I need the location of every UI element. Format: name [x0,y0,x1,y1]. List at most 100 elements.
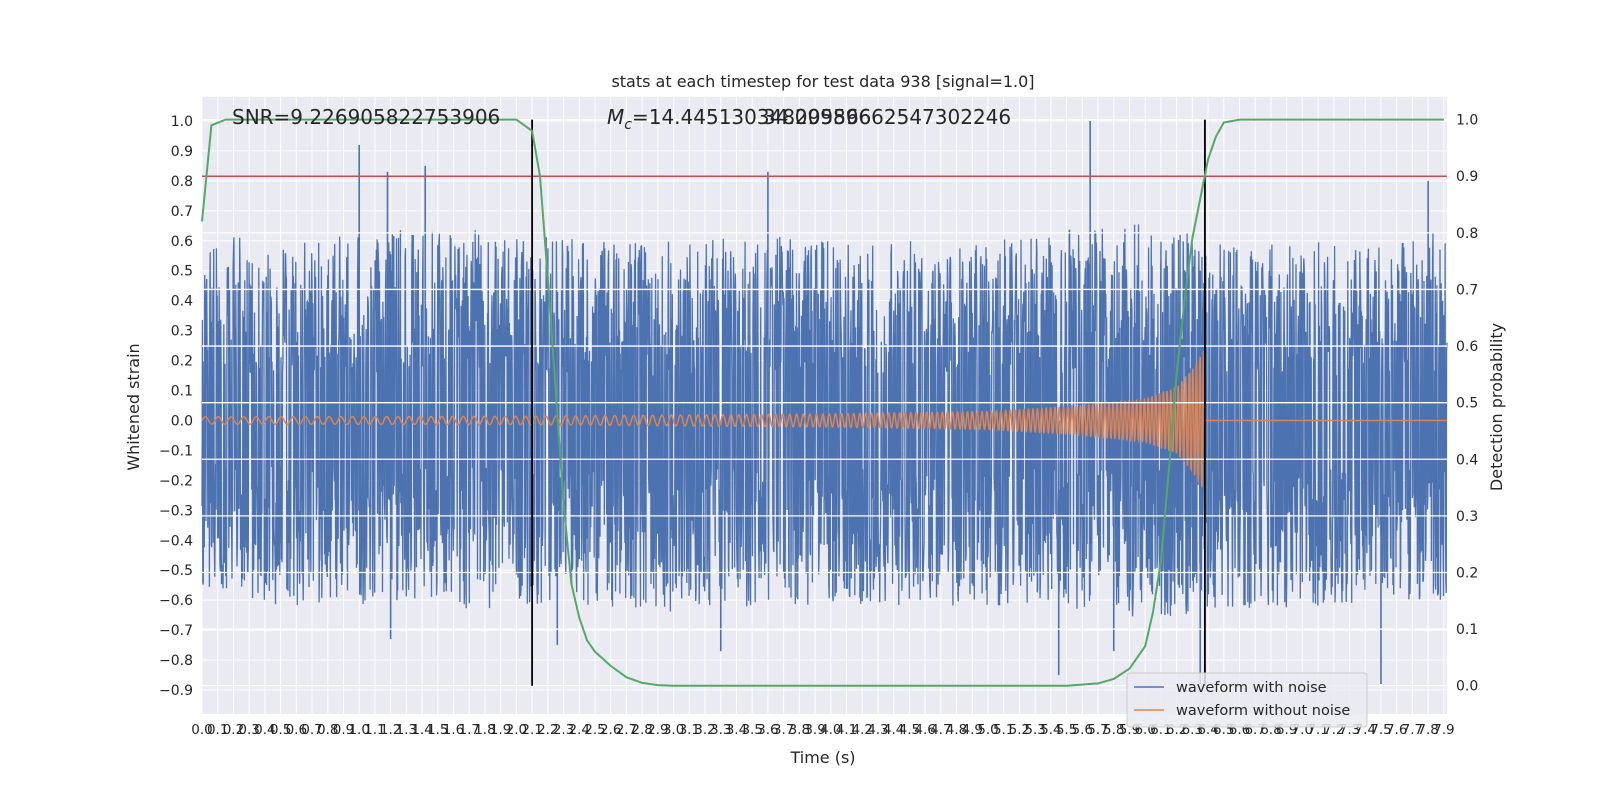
x-tick-label: 1.7 [458,722,479,738]
x-tick-label: 3.0 [663,722,684,738]
y-tick-label: 0.2 [171,354,193,370]
y-tick-label: −0.8 [159,653,193,669]
y2-tick-label: 0.4 [1456,452,1478,468]
y2-tick-label: 0.1 [1456,622,1478,638]
x-tick-label: 0.6 [286,722,307,738]
x-tick-label: 4.9 [962,722,983,738]
y-axis-label: Whitened strain [124,343,143,470]
x-tick-label: 4.7 [930,722,951,738]
x-tick-label: 1.8 [474,722,495,738]
y2-tick-label: 1.0 [1456,113,1478,129]
x-tick-label: 1.6 [443,722,464,738]
overlay-lines [202,118,1447,687]
x-tick-label: 4.6 [914,722,935,738]
x-tick-label: 7.5 [1370,722,1391,738]
x-tick-label: 3.1 [679,722,700,738]
x-tick-label: 3.2 [694,722,715,738]
x-tick-label: 3.6 [757,722,778,738]
y2-tick-label: 0.6 [1456,339,1478,355]
x-tick-label: 3.8 [789,722,810,738]
y2-tick-label: 0.9 [1456,169,1478,185]
x-tick-label: 7.8 [1417,722,1438,738]
y-tick-label: 0.0 [171,413,193,429]
x-tick-label: 4.3 [867,722,888,738]
noisy-waveform-line [201,224,1448,617]
snr-annotation: SNR=9.226905822753906 [232,105,500,129]
x-tick-label: 5.3 [1024,722,1045,738]
legend-label-noisy: waveform with noise [1176,680,1327,696]
y-tick-label: 0.1 [171,384,193,400]
mc-symbol: M [607,105,624,129]
y-tick-label: −0.2 [159,473,193,489]
y-tick-label: 1.0 [171,114,193,130]
y-tick-label: −0.4 [159,533,193,549]
y2-tick-label: 0.2 [1456,565,1478,581]
y2-tick-label: 0.3 [1456,509,1478,525]
x-tick-label: 1.5 [427,722,448,738]
x-tick-label: 4.0 [820,722,841,738]
y-tick-label: 0.3 [171,324,193,340]
x-tick-label: 0.9 [333,722,354,738]
y-tick-label: −0.1 [159,443,193,459]
y-tick-label: −0.6 [159,593,193,609]
x-tick-label: 7.9 [1433,722,1454,738]
x-tick-label: 1.4 [411,722,432,738]
x-tick-label: 3.5 [741,722,762,738]
y-tick-label: 0.7 [171,204,193,220]
clean-waveform [201,350,1447,488]
x-tick-label: 3.4 [726,722,747,738]
y2-tick-label: 0.7 [1456,282,1478,298]
x-tick-label: 5.0 [977,722,998,738]
y-tick-label: −0.9 [159,683,193,699]
y2-tick-label: 0.5 [1456,396,1478,412]
x-tick-label: 2.6 [600,722,621,738]
x-tick-label: 0.3 [238,722,259,738]
probability-line [201,118,1444,687]
x-tick-label: 2.8 [631,722,652,738]
y-tick-label: −0.3 [159,503,193,519]
x-tick-label: 3.9 [804,722,825,738]
x-tick-label: 2.0 [506,722,527,738]
x-tick-label: 4.8 [946,722,967,738]
x-tick-label: 4.2 [851,722,872,738]
x-tick-label: 7.6 [1386,722,1407,738]
legend-box [1126,672,1368,728]
y2-tick-label: 0.0 [1456,679,1478,695]
x-tick-label: 1.9 [490,722,511,738]
axes: −0.9−0.8−0.7−0.6−0.5−0.4−0.3−0.2−0.10.00… [159,113,1478,738]
x-tick-label: 0.4 [254,722,275,738]
y-tick-label: −0.5 [159,563,193,579]
y2-axis-label: Detection probability [1487,323,1506,491]
x-tick-label: 4.5 [899,722,920,738]
x-tick-label: 0.5 [270,722,291,738]
y-tick-label: −0.7 [159,623,193,639]
x-tick-label: 4.4 [883,722,904,738]
noisy-waveform [201,120,1448,685]
x-tick-label: 0.0 [191,722,212,738]
y-tick-label: 0.5 [171,264,193,280]
x-tick-label: 7.7 [1402,722,1423,738]
y2-tick-label: 0.8 [1456,226,1478,242]
x-tick-label: 3.3 [710,722,731,738]
legend: waveform with noise waveform without noi… [1126,672,1368,728]
x-tick-label: 5.4 [1040,722,1061,738]
y-tick-label: 0.8 [171,174,193,190]
x-axis-label: Time (s) [789,748,855,767]
y-tick-label: 0.9 [171,144,193,160]
x-tick-label: 2.3 [553,722,574,738]
x-tick-label: 5.2 [1009,722,1030,738]
x-tick-label: 2.2 [537,722,558,738]
mc-annotation: Mc=14.445130348205566 [607,105,871,133]
x-tick-label: 5.6 [1072,722,1093,738]
y-tick-label: 0.6 [171,234,193,250]
mc-subscript: c [624,117,632,133]
x-tick-label: 2.9 [647,722,668,738]
clean-waveform-line [201,350,1447,488]
x-tick-label: 0.1 [207,722,228,738]
x-tick-label: 2.7 [616,722,637,738]
x-tick-label: 0.8 [317,722,338,738]
legend-label-clean: waveform without noise [1176,703,1350,719]
x-tick-label: 3.7 [773,722,794,738]
x-tick-label: 2.4 [569,722,590,738]
